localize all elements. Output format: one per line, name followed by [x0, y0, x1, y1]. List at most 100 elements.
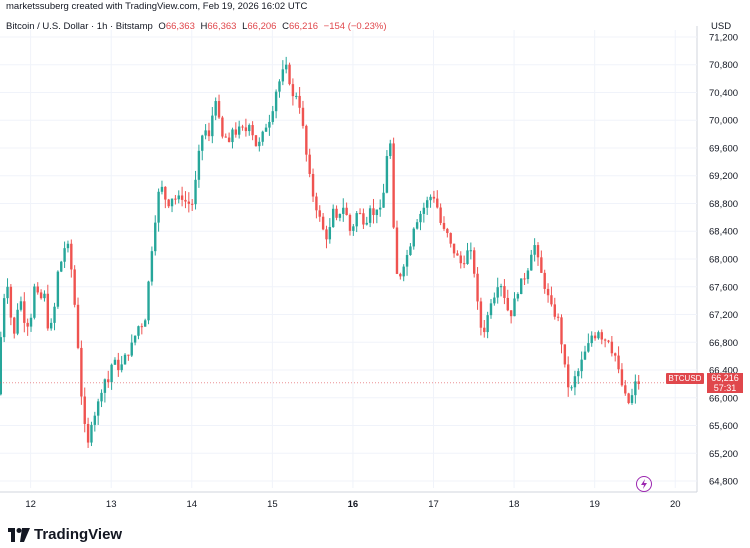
candle-body	[13, 317, 16, 334]
candle-body	[466, 250, 469, 264]
high-label: H	[200, 21, 208, 32]
y-tick-label: 68,000	[709, 255, 738, 266]
candle-body	[342, 207, 345, 214]
close-label: C	[282, 21, 289, 32]
candle-body	[164, 186, 167, 200]
candle-body	[154, 222, 157, 252]
candle-body	[281, 69, 285, 82]
candle-body	[140, 326, 144, 328]
grid	[0, 26, 698, 493]
candle-body	[315, 196, 318, 211]
candle-body	[305, 125, 308, 155]
candle-body	[436, 198, 439, 208]
candle-body	[117, 359, 120, 371]
open-value: 66,363	[165, 21, 195, 32]
candle-body	[80, 347, 83, 397]
candle-body	[70, 243, 73, 270]
candle-body	[46, 293, 50, 329]
candle-body	[459, 255, 462, 264]
open-label: O	[158, 21, 166, 32]
candle-body	[499, 286, 503, 288]
candle-body	[462, 263, 466, 265]
candle-body	[221, 117, 224, 137]
low-label: L	[242, 21, 248, 32]
candle-body	[399, 273, 402, 277]
candle-body	[197, 150, 201, 180]
y-tick-label: 66,400	[709, 366, 738, 377]
candle-body	[261, 131, 264, 142]
candle-body	[493, 297, 496, 304]
candle-body	[90, 424, 93, 443]
candle-body	[284, 64, 288, 70]
candle-body	[509, 310, 513, 317]
y-tick-label: 71,200	[709, 32, 738, 43]
x-tick-label: 16	[348, 499, 359, 510]
candle-body	[26, 322, 29, 327]
last-price-value: 66,216	[711, 373, 739, 383]
candle-body	[66, 243, 70, 249]
candle-body	[76, 304, 80, 348]
candle-body	[9, 286, 13, 318]
candle-body	[546, 288, 550, 296]
candle-body	[580, 359, 583, 372]
candle-body	[103, 379, 107, 393]
candle-body	[204, 130, 207, 136]
candle-body	[469, 250, 473, 252]
candle-body	[60, 261, 63, 272]
candle-body	[620, 369, 624, 386]
candle-body	[214, 101, 217, 116]
candle-body	[53, 306, 56, 323]
x-axis: 12 13 14 15 16 17 18 19 20	[25, 499, 680, 510]
candle-body	[184, 199, 187, 202]
candle-body	[335, 208, 338, 218]
candle-body	[577, 371, 580, 377]
candle-body	[130, 342, 133, 356]
y-tick-label: 66,000	[709, 393, 738, 404]
candle-body	[264, 127, 268, 132]
candle-body	[395, 227, 399, 274]
candle-body	[291, 84, 295, 97]
lightning-icon[interactable]	[636, 476, 652, 492]
candle-body	[348, 215, 352, 231]
low-value: 66,206	[247, 21, 277, 32]
candle-body	[100, 392, 103, 402]
candle-body	[382, 192, 385, 208]
candle-body	[402, 266, 405, 277]
candle-body	[157, 191, 160, 223]
tradingview-logo[interactable]: TradingView	[8, 526, 122, 543]
candle-body	[560, 317, 563, 345]
candle-body	[550, 295, 553, 305]
candle-body	[432, 196, 436, 199]
candlestick-chart[interactable]: 71,200 70,800 70,400 70,000 69,600 69,200 68,8…	[0, 0, 750, 518]
chart-attribution: marketssuberg created with TradingView.c…	[6, 1, 308, 12]
candle-body	[251, 125, 254, 136]
candle-body	[372, 208, 375, 216]
candle-body	[429, 196, 432, 201]
candle-body	[49, 322, 53, 329]
candle-body	[190, 203, 194, 205]
candle-body	[563, 344, 567, 365]
candle-body	[278, 81, 281, 92]
x-tick-label: 12	[25, 499, 36, 510]
y-tick-label: 65,200	[709, 449, 738, 460]
candle-body	[506, 297, 509, 311]
candle-body	[614, 353, 617, 356]
candle-body	[630, 395, 634, 404]
candle-body	[86, 423, 90, 443]
candle-body	[637, 381, 640, 385]
candles	[0, 56, 640, 448]
y-tick-label: 68,400	[709, 227, 738, 238]
candle-body	[268, 121, 271, 128]
candle-body	[231, 129, 234, 143]
candle-body	[258, 141, 261, 147]
candle-body	[573, 376, 577, 388]
candle-body	[405, 255, 409, 267]
candle-body	[96, 401, 100, 416]
candle-body	[201, 135, 204, 151]
candle-body	[516, 294, 520, 299]
candle-body	[533, 245, 536, 255]
candle-body	[368, 208, 372, 223]
y-tick-label: 70,400	[709, 88, 738, 99]
candle-body	[486, 315, 489, 333]
candle-body	[274, 91, 278, 112]
